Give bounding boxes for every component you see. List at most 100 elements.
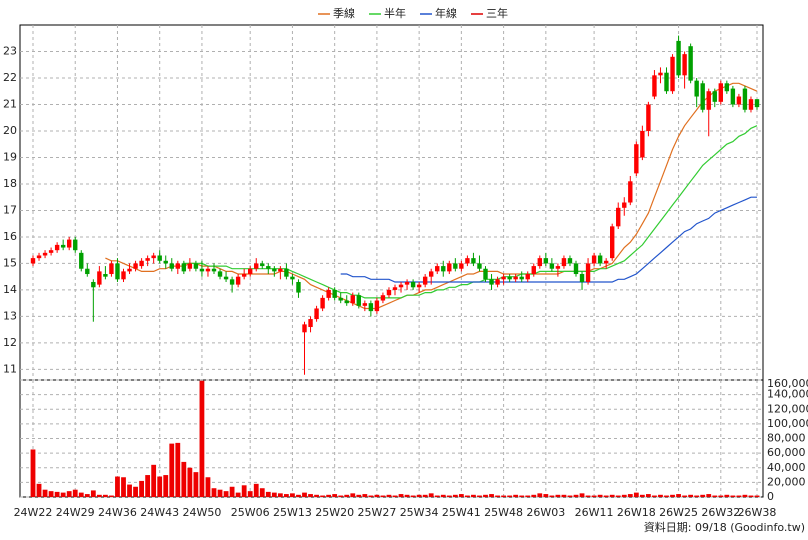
- volume-bar: [308, 494, 313, 497]
- candle-body: [591, 255, 597, 264]
- volume-bar: [597, 494, 603, 497]
- candle-body: [54, 244, 60, 251]
- volume-bar: [591, 495, 597, 497]
- candle-body: [320, 297, 325, 309]
- volume-bar: [555, 494, 561, 497]
- y-tick-label: 11: [3, 362, 17, 375]
- candle-body: [404, 281, 410, 285]
- volume-bar: [700, 494, 706, 497]
- volume-bar: [72, 489, 78, 497]
- candle-body: [398, 284, 404, 288]
- volume-bar: [133, 486, 138, 497]
- candle-body: [555, 266, 561, 269]
- candle-body: [42, 252, 48, 256]
- candle-body: [477, 263, 482, 269]
- candle-body: [30, 258, 36, 264]
- candle-body: [652, 75, 657, 97]
- volume-bar: [718, 495, 724, 497]
- volume-bar: [489, 494, 494, 497]
- candle-body: [483, 268, 488, 280]
- candle-body: [646, 104, 651, 131]
- volume-bar: [169, 443, 175, 497]
- candle-body: [736, 96, 742, 105]
- candle-body: [670, 56, 675, 92]
- volume-bar: [712, 495, 718, 497]
- volume-bar: [127, 484, 132, 497]
- moving-average-line: [340, 196, 757, 283]
- y-tick-label: 16: [3, 230, 17, 243]
- candle-body: [79, 252, 84, 269]
- candle-body: [356, 295, 361, 306]
- volume-bar: [241, 485, 247, 497]
- y-tick-label: 19: [3, 150, 17, 163]
- legend-label: 半年: [384, 6, 406, 20]
- candle-body: [73, 239, 78, 251]
- candle-body: [139, 260, 144, 267]
- candle-body: [332, 289, 337, 298]
- candle-body: [308, 319, 313, 328]
- y-tick-label: 22: [3, 71, 17, 84]
- candle-body: [181, 263, 187, 272]
- candle-body: [664, 72, 669, 92]
- volume-bar: [386, 494, 392, 497]
- candle-body: [465, 258, 470, 264]
- candle-body: [290, 276, 295, 280]
- candle-body: [573, 263, 579, 275]
- volume-bar: [519, 495, 525, 497]
- volume-bar: [326, 494, 332, 497]
- candle-body: [718, 83, 723, 102]
- candle-body: [386, 289, 392, 296]
- volume-bar: [471, 494, 476, 497]
- y-tick-label: 13: [3, 309, 17, 322]
- y2-tick-label: 140,000: [767, 388, 808, 401]
- volume-bar: [247, 491, 253, 497]
- x-tick-label: 24W50: [182, 506, 221, 519]
- candle-body: [597, 255, 603, 264]
- volume-bar: [42, 489, 48, 497]
- candle-body: [519, 276, 524, 280]
- volume-bar: [452, 494, 458, 497]
- candle-body: [688, 46, 693, 81]
- volume-bar: [48, 491, 54, 497]
- x-tick-label: 25W34: [400, 506, 439, 519]
- x-tick-label: 25W06: [231, 506, 270, 519]
- volume-bar: [36, 483, 42, 497]
- volume-bar: [320, 495, 325, 497]
- y2-tick-label: 160,000: [767, 377, 808, 390]
- candle-body: [169, 263, 174, 269]
- candle-body: [549, 263, 555, 269]
- volume-bar: [537, 493, 543, 497]
- volume-bar: [175, 442, 181, 497]
- volume-bar: [543, 494, 549, 497]
- volume-bar: [368, 495, 374, 497]
- volume-bar: [477, 495, 482, 497]
- volume-bar: [688, 494, 694, 497]
- candle-body: [266, 266, 271, 269]
- candle-body: [507, 276, 512, 280]
- candle-body: [694, 80, 699, 97]
- volume-bar: [501, 495, 506, 497]
- volume-bar: [621, 494, 627, 497]
- volume-bar: [296, 494, 301, 497]
- volume-bar: [205, 477, 211, 497]
- candle-body: [338, 297, 343, 301]
- volume-bar: [78, 492, 84, 497]
- candle-body: [217, 271, 223, 277]
- candle-body: [616, 207, 621, 227]
- volume-bar: [561, 494, 567, 497]
- candle-body: [85, 268, 90, 275]
- volume-bar: [495, 495, 500, 497]
- volume-bar: [724, 494, 730, 497]
- volume-bar: [525, 495, 531, 497]
- candle-body: [561, 258, 567, 267]
- candle-body: [60, 244, 66, 248]
- volume-bar: [115, 476, 120, 497]
- volume-bar: [199, 380, 205, 497]
- volume-bar: [706, 494, 712, 497]
- y-tick-label: 14: [3, 283, 17, 296]
- candle-body: [700, 83, 705, 110]
- candle-body: [706, 91, 711, 110]
- candle-body: [248, 268, 253, 275]
- candle-body: [380, 295, 386, 301]
- legend-label: 年線: [435, 6, 457, 20]
